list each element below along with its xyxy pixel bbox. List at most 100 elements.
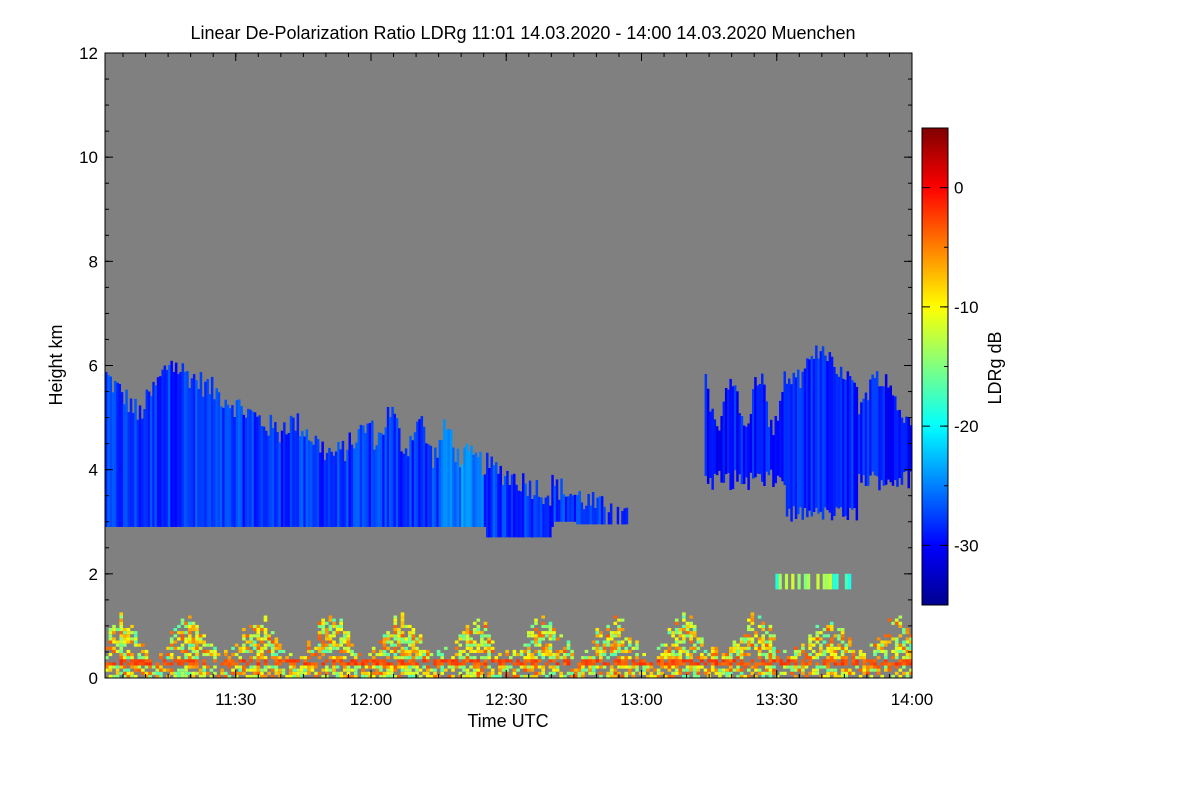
aerosol-cell bbox=[397, 640, 401, 644]
aerosol-cell bbox=[195, 671, 199, 675]
aerosol-cell bbox=[343, 634, 347, 638]
cloud-column bbox=[449, 429, 453, 527]
aerosol-cell bbox=[671, 649, 675, 653]
aerosol-cell bbox=[757, 649, 762, 653]
aerosol-cell bbox=[472, 628, 477, 632]
aerosol-cell bbox=[808, 640, 812, 644]
cloud-column bbox=[195, 380, 198, 527]
cloud-column bbox=[129, 398, 133, 527]
aerosol-cell bbox=[123, 674, 127, 678]
cloud-column bbox=[420, 416, 424, 527]
aerosol-cell bbox=[328, 643, 333, 647]
aerosol-cell bbox=[274, 668, 279, 672]
aerosol-cell bbox=[458, 656, 463, 660]
aerosol-cell bbox=[249, 640, 253, 644]
cloud-column bbox=[436, 457, 439, 527]
aerosol-cell bbox=[848, 649, 852, 653]
aerosol-cell bbox=[750, 612, 755, 616]
aerosol-cell bbox=[393, 668, 398, 672]
aerosol-cell bbox=[613, 640, 618, 644]
aerosol-cell bbox=[710, 649, 715, 653]
cloud-column bbox=[806, 358, 809, 518]
aerosol-cell bbox=[505, 668, 509, 672]
aerosol-cell bbox=[404, 640, 408, 644]
aerosol-cell bbox=[108, 637, 113, 641]
aerosol-cell bbox=[833, 668, 838, 672]
aerosol-cell bbox=[674, 640, 679, 644]
cloud-column bbox=[740, 416, 744, 485]
aerosol-cell bbox=[397, 643, 401, 647]
aerosol-cell bbox=[476, 646, 481, 650]
aerosol-cell bbox=[512, 649, 517, 653]
aerosol-cell bbox=[408, 662, 412, 666]
cloud-column bbox=[377, 432, 381, 527]
aerosol-cell bbox=[840, 646, 845, 650]
cloud-column bbox=[310, 441, 313, 527]
aerosol-cell bbox=[628, 640, 632, 644]
aerosol-cell bbox=[321, 640, 325, 644]
aerosol-cell bbox=[729, 665, 733, 669]
cloud-column bbox=[440, 439, 444, 527]
aerosol-cell bbox=[512, 653, 517, 657]
cloud-column bbox=[152, 381, 155, 527]
aerosol-cell bbox=[858, 668, 863, 672]
aerosol-cell bbox=[570, 674, 574, 678]
colorbar-ticks: 0-10-20-30 bbox=[922, 127, 979, 606]
aerosol-cell bbox=[177, 674, 181, 678]
aerosol-cell bbox=[793, 674, 798, 678]
aerosol-cell bbox=[224, 649, 228, 653]
aerosol-cell bbox=[577, 674, 582, 678]
aerosol-cell bbox=[692, 624, 697, 628]
aerosol-cell bbox=[617, 634, 621, 638]
aerosol-cell bbox=[617, 624, 621, 628]
aerosol-cell bbox=[123, 634, 127, 638]
aerosol-cell bbox=[829, 621, 834, 625]
aerosol-cell bbox=[220, 662, 224, 666]
aerosol-cell bbox=[736, 643, 740, 647]
aerosol-cell bbox=[844, 668, 848, 672]
aerosol-cell bbox=[483, 649, 488, 653]
aerosol-cell bbox=[400, 665, 405, 669]
aerosol-cell bbox=[422, 665, 426, 669]
aerosol-cell bbox=[130, 674, 134, 678]
aerosol-cell bbox=[447, 662, 452, 666]
aerosol-cell bbox=[350, 649, 354, 653]
aerosol-cell bbox=[454, 659, 459, 663]
aerosol-cell bbox=[765, 662, 769, 666]
aerosol-cell bbox=[692, 631, 697, 635]
aerosol-cell bbox=[555, 665, 560, 669]
aerosol-cell bbox=[894, 643, 899, 647]
aerosol-cell bbox=[894, 671, 899, 675]
aerosol-cell bbox=[408, 659, 412, 663]
aerosol-cell bbox=[314, 671, 318, 675]
aerosol-cell bbox=[620, 674, 625, 678]
aerosol-cell bbox=[909, 643, 912, 647]
aerosol-cell bbox=[541, 649, 545, 653]
aerosol-cell bbox=[379, 665, 383, 669]
cloud-column bbox=[851, 380, 854, 510]
cloud-column bbox=[880, 386, 883, 481]
aerosol-cell bbox=[166, 668, 170, 672]
aerosol-cell bbox=[404, 646, 408, 650]
aerosol-cell bbox=[509, 656, 513, 660]
aerosol-cell bbox=[696, 668, 701, 672]
aerosol-cell bbox=[487, 640, 491, 644]
aerosol-cell bbox=[408, 640, 412, 644]
aerosol-cell bbox=[516, 668, 520, 672]
aerosol-cell bbox=[447, 659, 452, 663]
aerosol-cell bbox=[898, 668, 903, 672]
aerosol-cell bbox=[328, 646, 333, 650]
aerosol-cell bbox=[682, 659, 686, 663]
cloud-column bbox=[242, 414, 245, 527]
aerosol-cell bbox=[750, 665, 755, 669]
aerosol-cell bbox=[480, 671, 484, 675]
aerosol-cell bbox=[112, 631, 116, 635]
aerosol-cell bbox=[263, 646, 268, 650]
aerosol-cell bbox=[476, 665, 481, 669]
aerosol-cell bbox=[714, 653, 719, 657]
aerosol-cell bbox=[108, 640, 113, 644]
cloud-column bbox=[289, 415, 293, 527]
aerosol-cell bbox=[628, 671, 632, 675]
aerosol-cell bbox=[465, 653, 470, 657]
